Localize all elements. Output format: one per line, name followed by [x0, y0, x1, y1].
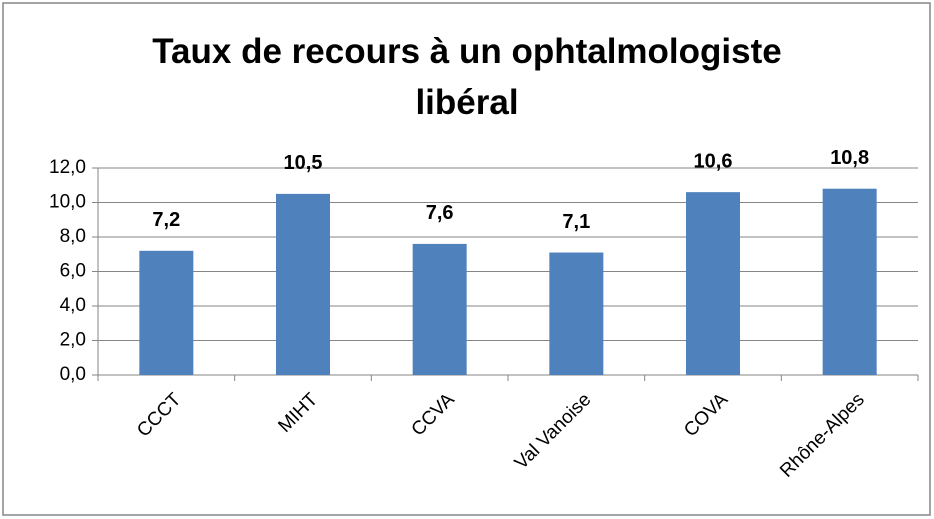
y-tick-label: 12,0 [49, 157, 86, 178]
bar [686, 192, 740, 375]
value-label: 7,2 [152, 209, 180, 231]
value-label: 10,6 [694, 150, 733, 172]
chart-title: Taux de recours à un ophtalmologiste lib… [152, 32, 782, 122]
bar [549, 252, 604, 375]
value-label: 10,5 [284, 152, 323, 174]
y-tick-label: 2,0 [60, 330, 86, 351]
y-tick-label: 10,0 [49, 192, 86, 213]
bar [139, 250, 194, 375]
bar [276, 193, 330, 375]
value-label: 7,1 [562, 211, 590, 233]
bar [412, 243, 467, 375]
y-tick-label: 8,0 [60, 226, 86, 247]
value-label: 10,8 [830, 147, 869, 169]
bar [822, 188, 877, 375]
y-tick-label: 6,0 [60, 261, 86, 282]
y-tick-label: 4,0 [60, 295, 86, 316]
y-tick-label: 0,0 [60, 364, 86, 385]
value-label: 7,6 [426, 202, 454, 224]
